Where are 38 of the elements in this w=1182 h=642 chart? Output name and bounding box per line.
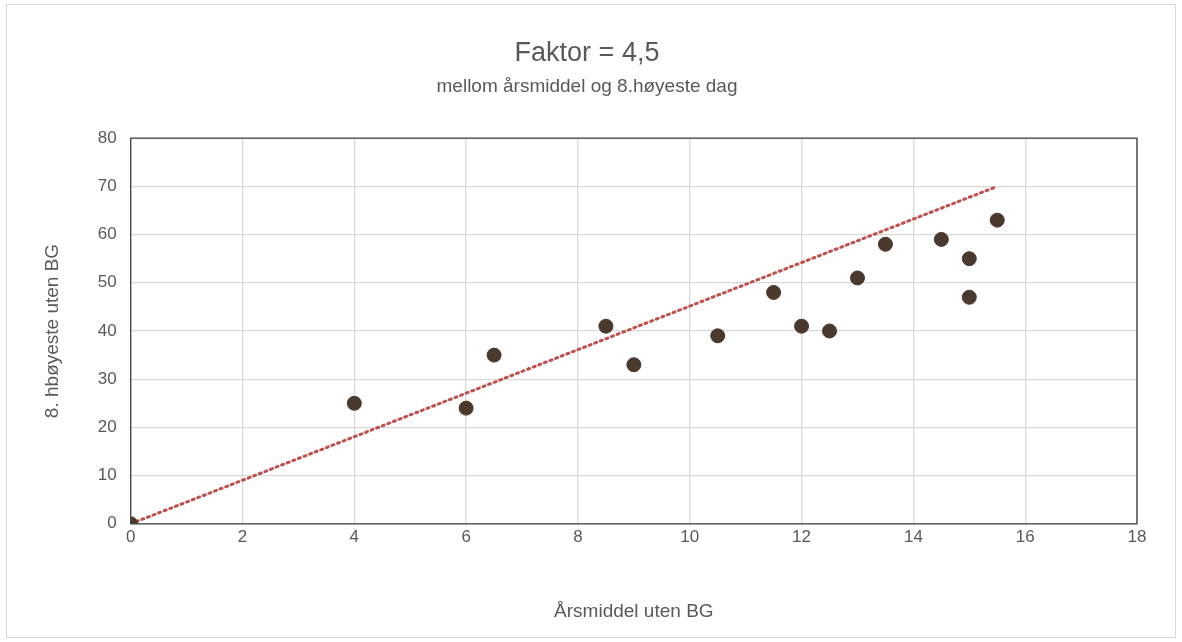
chart-subtitle: mellom årsmiddel og 8.høyeste dag [436, 75, 738, 97]
point [961, 289, 977, 305]
x-tick-label: 14 [903, 526, 923, 546]
point [933, 231, 949, 247]
point [458, 400, 474, 416]
point [766, 284, 782, 300]
point [626, 357, 642, 373]
y-tick-label: 60 [97, 224, 117, 244]
y-tick-label: 40 [97, 320, 117, 340]
point [486, 347, 502, 363]
y-tick-label: 70 [97, 176, 117, 196]
y-tick-label: 20 [97, 417, 117, 437]
x-tick-label: 12 [792, 526, 812, 546]
point [598, 318, 614, 334]
x-tick-label: 16 [1015, 526, 1035, 546]
chart-title: Faktor = 4,5 [514, 36, 660, 67]
point [822, 323, 838, 339]
y-tick-label: 80 [97, 127, 117, 147]
y-tick-label: 30 [97, 368, 117, 388]
point [794, 318, 810, 334]
y-tick-label: 10 [97, 465, 117, 485]
x-tick-label: 4 [349, 526, 360, 546]
point [989, 212, 1005, 228]
y-tick-label: 50 [97, 272, 117, 292]
y-tick-label: 0 [107, 513, 117, 533]
x-axis-title: Årsmiddel uten BG [554, 599, 714, 621]
x-tick-label: 18 [1127, 526, 1147, 546]
x-tick-label: 6 [461, 526, 471, 546]
point [877, 236, 893, 252]
y-axis-title: 8. hbøyeste uten BG [40, 243, 62, 419]
point [710, 328, 726, 344]
x-tick-label: 0 [125, 526, 136, 546]
x-tick-label: 10 [680, 526, 700, 546]
point [961, 251, 977, 267]
x-tick-label: 8 [573, 526, 583, 546]
x-tick-label: 2 [237, 526, 248, 546]
point [346, 395, 362, 411]
point [849, 270, 865, 286]
